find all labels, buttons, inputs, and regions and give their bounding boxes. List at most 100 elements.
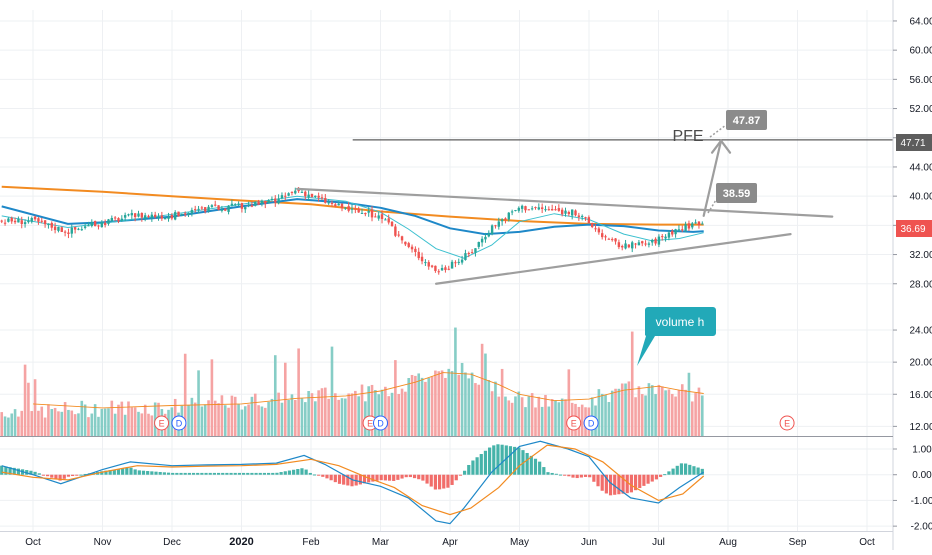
macd-histogram-bar — [533, 458, 538, 475]
volume-bar — [667, 389, 671, 436]
volume-bar — [183, 353, 187, 436]
volume-bar — [664, 390, 667, 436]
volume-bar — [650, 385, 654, 436]
volume-bar — [240, 409, 244, 436]
volume-bar — [190, 397, 194, 436]
candle-body — [227, 205, 230, 212]
volume-bar — [640, 394, 644, 436]
candle-body — [454, 262, 457, 264]
volume-bar — [230, 395, 234, 436]
candle-body — [624, 243, 627, 249]
candle-body — [294, 190, 297, 194]
drawings-layer[interactable] — [296, 124, 893, 285]
macd-histogram-bar — [596, 474, 600, 487]
candle-body — [210, 205, 214, 207]
macd-histogram-bar — [675, 465, 679, 475]
candle-body — [494, 225, 497, 227]
macd-histogram-bar — [350, 474, 354, 487]
macd-histogram-bar — [488, 447, 492, 475]
candle-body — [160, 215, 164, 219]
candle-body — [484, 236, 487, 240]
volume-bar — [27, 382, 30, 436]
measure-annotation-box[interactable] — [716, 183, 757, 203]
volume-bar — [597, 389, 601, 436]
volume-bar — [100, 408, 104, 436]
volume-bar — [227, 407, 230, 436]
volume-bar — [504, 396, 507, 436]
macd-histogram-bar — [258, 472, 262, 475]
candle-body — [190, 209, 194, 214]
volume-bar — [670, 393, 674, 436]
macd-histogram-bar — [479, 454, 483, 475]
dividend-marker — [583, 415, 599, 431]
candle-body — [570, 209, 574, 216]
candle-body — [324, 197, 327, 203]
candle-body — [103, 222, 107, 225]
candle-body — [594, 228, 597, 230]
candle-body — [414, 248, 417, 253]
volume-bar — [250, 396, 254, 436]
macd-y-tick-label: 0.00 — [912, 470, 932, 481]
candle-body — [587, 217, 591, 224]
volume-bar — [0, 412, 4, 436]
candle-body — [464, 253, 467, 261]
volume-bar — [133, 407, 137, 436]
candle-body — [584, 217, 587, 219]
volume-bar — [53, 407, 57, 436]
event-marker-label: D — [377, 419, 384, 429]
volume-bar — [20, 410, 24, 436]
candle-body — [424, 262, 427, 264]
candle-body — [560, 209, 564, 215]
price-y-tick-label: 44.00 — [909, 162, 932, 173]
volume-bar — [407, 378, 411, 436]
candle-body — [334, 204, 337, 207]
volume-bar — [687, 372, 691, 436]
volume-bar — [520, 397, 524, 436]
volume-bar — [347, 393, 350, 436]
volume-bar — [223, 405, 227, 436]
candle-body — [150, 214, 154, 218]
candle-body — [557, 208, 561, 211]
candle-body — [184, 213, 187, 215]
macd-histogram-bar — [191, 472, 196, 475]
grid-layer — [0, 10, 893, 531]
macd-y-tick-label: 1.00 — [912, 445, 932, 456]
macd-histogram-bar — [538, 461, 542, 475]
candle-body — [307, 194, 310, 198]
macd-histogram-bar — [112, 469, 116, 475]
macd-histogram-bar — [116, 469, 121, 475]
candle-body — [33, 216, 37, 220]
candle-body — [601, 233, 604, 238]
macd-histogram-bar — [408, 474, 412, 478]
macd-histogram-bar — [241, 472, 246, 475]
candle-body — [267, 200, 270, 204]
candle-body — [534, 207, 537, 209]
candle-body — [143, 215, 147, 219]
macd-histogram-bar — [529, 455, 533, 475]
macd-histogram-bar — [475, 457, 479, 475]
target-annotation-box[interactable] — [726, 110, 767, 130]
macd-y-tick-label: -2.00 — [911, 522, 932, 533]
volume-bar — [200, 406, 204, 436]
candle-body — [220, 209, 224, 211]
candle-body — [127, 214, 130, 216]
candle-body — [597, 228, 601, 233]
volume-bar — [384, 386, 387, 436]
candle-body — [697, 221, 701, 226]
volume-bar — [103, 408, 107, 436]
candle-body — [417, 251, 420, 259]
macd-histogram-bar — [613, 474, 617, 495]
candle-body — [137, 213, 140, 217]
event-marker-label: E — [367, 419, 373, 429]
volume-callout-box[interactable] — [637, 307, 716, 366]
candle-body — [590, 222, 594, 228]
candle-body — [10, 217, 13, 222]
volume-bar — [560, 398, 564, 436]
macd-line — [1, 440, 705, 525]
candle-body — [440, 267, 444, 271]
candle-body — [470, 252, 474, 254]
volume-bar — [654, 394, 657, 436]
